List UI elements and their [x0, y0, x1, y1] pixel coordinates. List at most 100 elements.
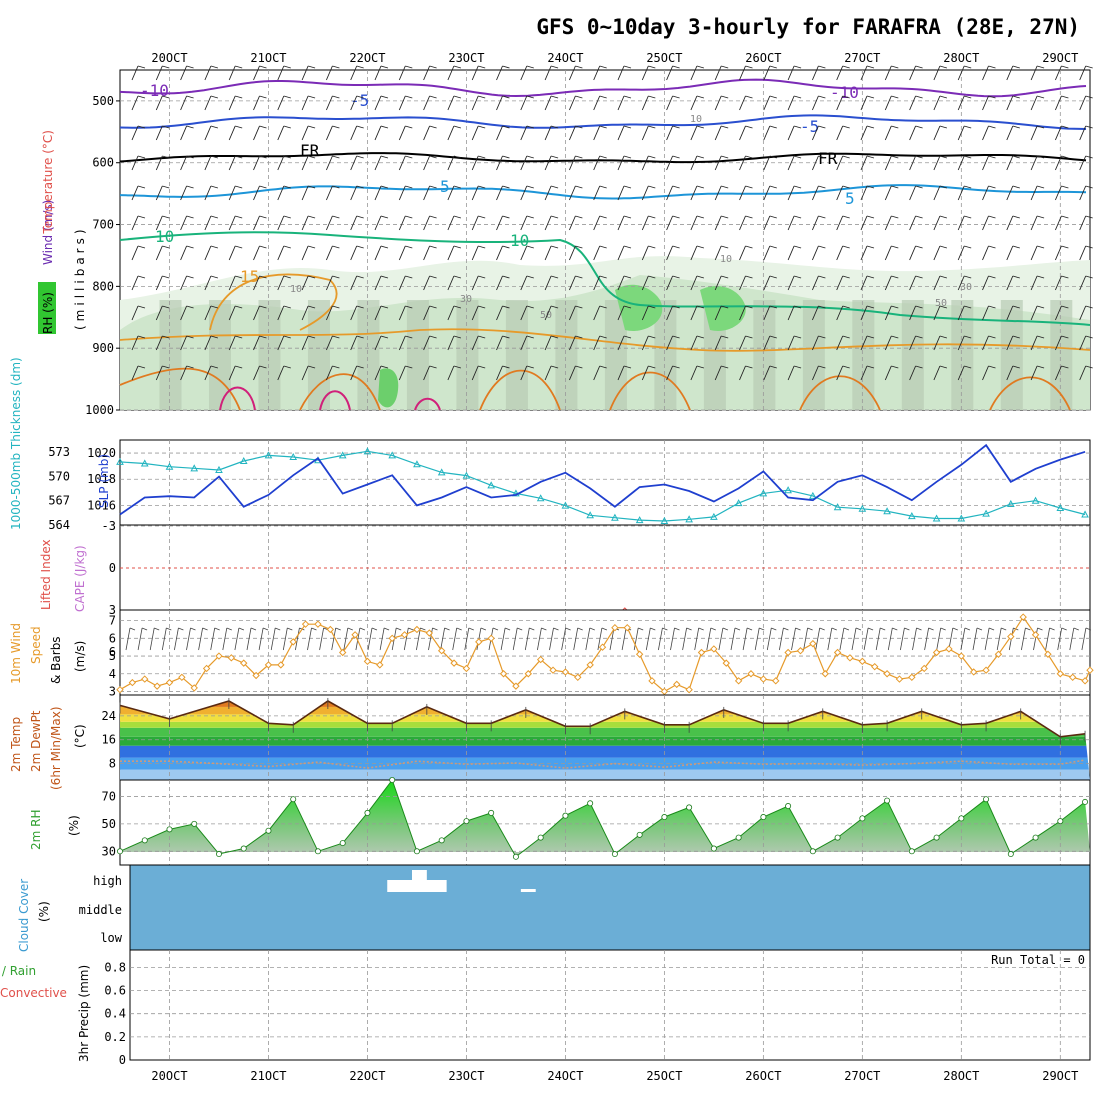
barb-staff — [763, 215, 771, 231]
wind-barb — [131, 125, 146, 141]
barb-flag — [453, 95, 462, 99]
barb-staff — [714, 215, 722, 231]
barb-flag — [250, 627, 257, 631]
barb-flag — [623, 305, 632, 309]
wind-barb — [666, 305, 680, 321]
wind10-barb — [234, 627, 245, 651]
wind-barb — [982, 335, 996, 351]
wind-barb — [131, 365, 146, 381]
rh-point — [983, 796, 990, 803]
barb-flag — [866, 125, 875, 129]
barb-staff — [763, 185, 771, 201]
barb-staff — [277, 125, 285, 141]
barb-flag — [456, 627, 462, 631]
barb-flag — [939, 215, 948, 219]
barb-flag — [162, 335, 170, 339]
barb-flag — [162, 365, 170, 369]
barb-flag — [335, 627, 341, 631]
wind-barb — [690, 215, 705, 231]
wind-barb — [277, 275, 291, 291]
barb-staff — [447, 245, 455, 261]
barb-flag — [745, 125, 753, 129]
wind-barb — [593, 275, 607, 291]
wind-barb — [228, 155, 243, 171]
wind10-point — [326, 625, 335, 634]
barb-flag — [186, 185, 194, 189]
wind10-point — [153, 682, 161, 690]
barb-flag — [371, 627, 378, 631]
barb-flag — [589, 627, 595, 631]
barb-staff — [180, 215, 188, 231]
wind-barb — [155, 365, 170, 381]
barb-staff — [787, 305, 795, 321]
wind-barb — [204, 65, 219, 81]
barb-staff — [520, 245, 528, 261]
wind-barb — [1054, 215, 1069, 231]
contour-label: 30 — [460, 294, 472, 305]
wind-barb — [568, 305, 583, 321]
barb-flag — [137, 335, 146, 339]
wind-barb — [228, 185, 243, 201]
barb-flag — [526, 335, 534, 339]
wind-barb — [617, 125, 632, 141]
barb-flag — [988, 627, 995, 631]
barb-staff — [228, 215, 236, 231]
barb-staff — [204, 215, 212, 231]
contour-label: -5 — [800, 117, 819, 136]
wind-barb — [447, 335, 462, 351]
barb-staff — [520, 305, 528, 321]
wind10-point — [252, 671, 260, 680]
barb-staff — [568, 245, 576, 261]
wind-barb — [1079, 65, 1093, 81]
temp-band — [120, 769, 1090, 780]
ylabel-wind-units: (m/s) — [73, 641, 87, 672]
wind-barb — [1079, 155, 1093, 171]
barb-flag — [332, 185, 340, 189]
wind-barb — [253, 335, 267, 351]
wind-barb — [593, 95, 607, 111]
ylabel-thickness: 1000-500mb Thickness (dm) — [9, 357, 23, 530]
barb-flag — [478, 305, 486, 309]
barb-flag — [332, 305, 340, 309]
barb-staff — [933, 65, 941, 81]
barb-flag — [866, 365, 875, 369]
barb-flag — [866, 245, 875, 249]
barb-staff — [277, 185, 285, 201]
barb-flag — [1037, 627, 1043, 631]
barb-flag — [771, 627, 777, 631]
barb-staff — [909, 215, 917, 231]
wind10-point — [920, 664, 928, 673]
wind-barb — [933, 305, 948, 321]
wind-barb — [131, 95, 146, 111]
barb-flag — [332, 125, 340, 129]
barb-flag — [283, 125, 291, 129]
barb-flag — [380, 215, 389, 219]
rh-point — [488, 809, 495, 816]
barb-flag — [356, 335, 364, 339]
wind-barb — [350, 365, 364, 381]
wind-barb — [690, 245, 705, 261]
barb-flag — [332, 215, 340, 219]
barb-staff — [957, 185, 965, 201]
wind-barb — [471, 95, 486, 111]
barb-flag — [818, 95, 826, 99]
wind-barb — [423, 65, 437, 81]
barb-flag — [307, 65, 316, 69]
top-date-label: 23OCT — [448, 51, 484, 65]
barb-staff — [933, 335, 941, 351]
wind-barb — [957, 275, 972, 291]
barb-flag — [1049, 627, 1055, 631]
barb-flag — [988, 305, 996, 309]
barb-flag — [137, 185, 146, 189]
precip-tick: 0.8 — [104, 960, 126, 974]
contour-plus25 — [219, 386, 441, 411]
barb-flag — [453, 185, 462, 189]
barb-flag — [383, 627, 390, 631]
barb-flag — [915, 245, 923, 249]
barb-flag — [623, 155, 632, 159]
wind-barb — [301, 95, 316, 111]
barb-flag — [623, 65, 632, 69]
barb-flag — [1036, 155, 1045, 159]
barb-flag — [283, 275, 291, 279]
barb-flag — [429, 365, 437, 369]
